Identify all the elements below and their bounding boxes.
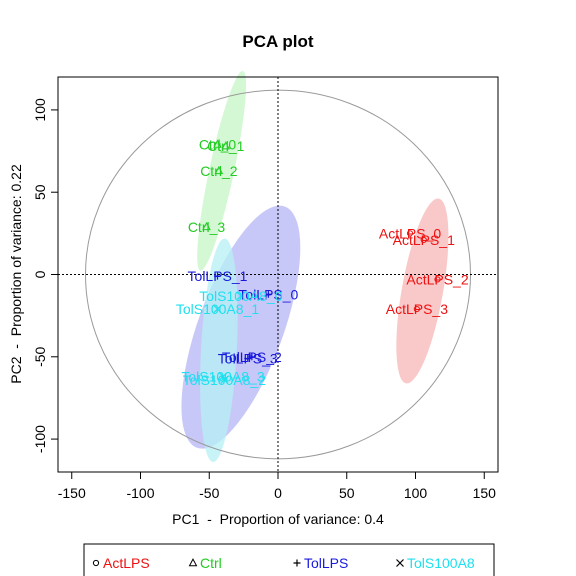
ellipse-tols100a8	[200, 238, 238, 462]
point-tollps_2	[248, 353, 256, 361]
point-label-tollps_0: TolLPS_0	[238, 286, 298, 302]
point-label-tollps_2: TolLPS_2	[222, 349, 282, 365]
y-tick-label: 0	[32, 270, 48, 278]
legend-label-tollps: TolLPS	[304, 555, 348, 571]
ellipse-ctrl	[197, 70, 247, 271]
point-actlps_2	[434, 276, 441, 283]
point-label-actlps_3: ActLPS_3	[386, 301, 448, 317]
x-tick-label: -50	[199, 485, 219, 501]
point-tollps_0	[264, 290, 272, 298]
ellipse-tollps	[181, 205, 301, 449]
x-tick-label: -150	[58, 485, 86, 501]
x-tick-label: 50	[339, 485, 355, 501]
point-label-tollps_3: TolLPS_3	[218, 350, 278, 366]
point-tollps_1	[214, 272, 221, 280]
point-tols100a8_3	[219, 372, 227, 381]
legend-label-tols100a8: TolS100A8	[407, 555, 475, 571]
chart-title: PCA plot	[242, 32, 313, 51]
ellipse-actlps	[396, 198, 449, 384]
data-points	[202, 139, 441, 384]
point-labels: ActLPS_0ActLPS_1ActLPS_2ActLPS_3Ctrl_0Ct…	[176, 136, 469, 387]
point-ctrl_2	[214, 165, 224, 175]
point-actlps_3	[413, 305, 420, 313]
point-actlps_0	[406, 230, 414, 237]
point-label-tols100a8_2: TolS100A8_2	[183, 372, 267, 388]
x-tick-label: 0	[274, 485, 282, 501]
point-actlps_1	[420, 236, 427, 244]
y-axis-label: PC2 - Proportion of variance: 0.22	[8, 164, 24, 384]
y-tick-label: -50	[32, 346, 48, 366]
x-tick-label: 150	[473, 485, 497, 501]
legend-marker-ctrl	[188, 558, 198, 567]
x-axis: -150 -100 -50 0 50 100 150	[58, 471, 497, 501]
point-label-actlps_0: ActLPS_0	[379, 225, 441, 241]
confidence-ellipses	[181, 70, 449, 462]
point-ctrl_3	[202, 221, 211, 231]
point-label-ctrl_1: Ctrl_1	[207, 138, 245, 154]
point-label-ctrl_0: Ctrl_0	[199, 136, 237, 152]
legend-marker-actlps	[92, 559, 100, 567]
point-ctrl_1	[221, 141, 231, 150]
point-ctrl_0	[213, 139, 222, 148]
point-label-actlps_2: ActLPS_2	[406, 271, 468, 287]
legend-box	[83, 543, 495, 576]
point-label-tollps_1: TolLPS_1	[188, 268, 248, 284]
point-label-actlps_1: ActLPS_1	[393, 232, 455, 248]
legend-items: ActLPS Ctrl TolLPS TolS100A8	[92, 555, 475, 571]
legend-marker-tollps	[293, 559, 301, 567]
point-tols100a8_0	[236, 291, 245, 300]
y-tick-label: 100	[32, 98, 48, 122]
point-tollps_3	[244, 354, 252, 362]
point-label-tols100a8_1: TolS100A8_1	[176, 301, 260, 317]
x-tick-label: 100	[404, 485, 428, 501]
y-tick-label: 50	[32, 184, 48, 200]
legend-marker-tols100a8	[396, 559, 404, 567]
reference-lines	[58, 77, 498, 472]
x-axis-label: PC1 - Proportion of variance: 0.4	[172, 511, 384, 527]
point-label-tols100a8_0: TolS100A8_0	[199, 288, 283, 304]
y-tick-label: -100	[32, 425, 48, 453]
point-tols100a8_1	[213, 305, 222, 313]
x-tick-label: -100	[126, 485, 154, 501]
legend-label-ctrl: Ctrl	[200, 555, 222, 571]
legend: ActLPS Ctrl TolLPS TolS100A8	[83, 543, 495, 576]
point-label-ctrl_2: Ctrl_2	[200, 163, 238, 179]
y-axis: -100 -50 0 50 100	[32, 98, 59, 453]
legend-label-actlps: ActLPS	[103, 555, 150, 571]
point-label-tols100a8_3: TolS100A8_3	[181, 369, 265, 385]
point-label-ctrl_3: Ctrl_3	[188, 219, 226, 235]
